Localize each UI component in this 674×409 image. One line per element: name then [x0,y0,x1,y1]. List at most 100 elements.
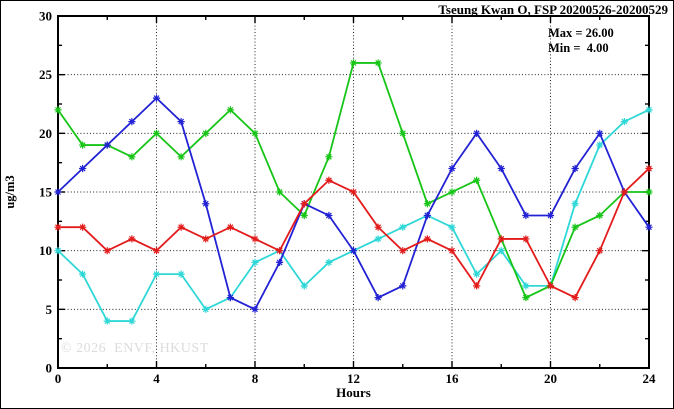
data-point-cyan [56,249,60,253]
data-point-red [302,202,306,206]
data-point-red [647,166,651,171]
x-tick-label: 16 [446,371,460,386]
data-point-blue [130,120,134,124]
data-point-red [376,225,380,229]
data-point-red [204,237,208,241]
data-point-cyan [376,237,380,241]
data-point-cyan [105,319,109,323]
data-point-green [253,131,257,135]
data-point-red [228,225,232,229]
data-point-red [327,178,331,182]
data-point-cyan [204,307,208,311]
data-point-red [598,249,602,253]
data-point-red [401,249,405,253]
data-point-green [278,190,282,194]
series-line-blue [57,96,650,311]
y-tick-label: 25 [39,67,53,82]
data-point-green [327,155,331,159]
data-point-red [130,237,134,241]
data-point-green [302,213,306,218]
data-point-green [573,225,577,229]
data-point-blue [81,166,85,171]
y-tick-label: 30 [39,9,52,24]
x-tick-label: 8 [252,371,259,386]
data-point-red [278,249,282,253]
data-point-cyan [327,260,331,264]
data-point-blue [105,143,109,147]
data-point-green [376,61,380,65]
y-tick-label: 5 [46,302,53,317]
data-point-green [647,190,651,194]
data-point-blue [376,296,380,300]
data-point-blue [598,131,602,135]
data-point-red [524,237,528,241]
data-point-red [425,237,429,241]
data-point-red [450,249,454,253]
data-point-cyan [647,108,651,112]
data-point-red [622,190,626,194]
data-point-green [154,131,159,135]
data-point-green [179,155,183,159]
data-point-cyan [253,260,257,264]
data-point-blue [524,213,528,218]
max-min-annotation: Max = 26.00 Min = 4.00 [548,26,614,56]
x-tick-label: 20 [544,371,557,386]
data-point-blue [204,202,208,206]
data-point-green [401,131,405,135]
data-point-blue [573,166,577,171]
y-tick-label: 20 [39,126,52,141]
data-point-blue [647,225,651,229]
data-point-cyan [598,143,602,147]
data-point-cyan [81,272,85,276]
data-point-blue [548,213,553,218]
y-tick-label: 0 [46,361,53,376]
x-tick-label: 0 [55,371,62,386]
data-point-green [425,202,429,206]
data-point-green [475,178,479,182]
data-point-blue [351,249,356,253]
data-point-cyan [179,272,183,276]
data-point-red [548,284,553,288]
x-tick-label: 12 [347,371,360,386]
data-point-red [475,284,479,288]
data-point-blue [475,131,479,135]
data-point-cyan [573,202,577,206]
chart-title: Tseung Kwan O, FSP 20200526-20200529 [438,2,668,17]
x-tick-label: 24 [643,371,657,386]
data-point-green [81,143,85,147]
max-value-label: Max = 26.00 [548,26,614,40]
x-tick-label: 4 [153,371,160,386]
y-tick-label: 10 [39,243,52,258]
min-value-label: Min = 4.00 [548,41,609,55]
data-point-green [598,213,602,218]
data-point-cyan [401,225,405,229]
data-point-blue [253,307,257,311]
watermark: © 2026 ENVF, HKUST [61,341,209,356]
data-point-red [499,237,503,241]
data-point-green [450,190,454,194]
y-axis-label: ug/m3 [3,175,17,208]
data-point-blue [450,166,454,171]
data-point-cyan [154,272,159,276]
x-axis-label: Hours [336,385,371,400]
data-point-blue [278,260,282,264]
data-point-red [105,249,109,253]
data-point-blue [327,213,331,218]
data-point-blue [401,284,405,288]
data-point-blue [499,166,503,171]
data-point-red [179,225,183,229]
data-point-blue [228,296,232,300]
series-line-green [57,62,649,299]
data-point-cyan [475,272,479,276]
series-line-red [58,167,650,299]
data-point-blue [179,120,183,124]
data-point-green [524,296,528,300]
data-point-green [56,108,60,112]
y-tick-label: 15 [39,185,53,200]
data-point-red [154,249,159,253]
data-point-red [573,296,577,300]
data-point-green [351,61,356,65]
data-point-cyan [524,284,528,288]
